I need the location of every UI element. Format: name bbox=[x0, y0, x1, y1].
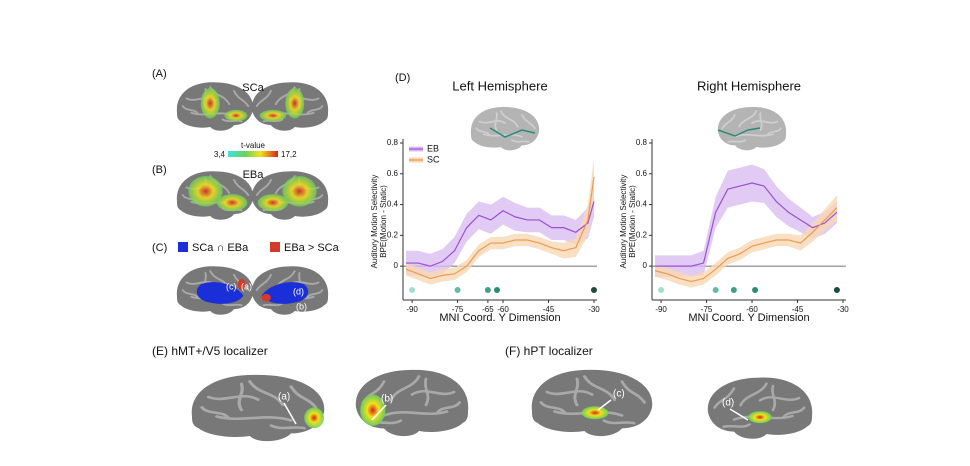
x-tick-label: -75 bbox=[701, 305, 713, 314]
peak-marker bbox=[658, 287, 665, 293]
brain-c-right bbox=[250, 265, 330, 316]
peak-marker bbox=[752, 287, 759, 293]
brain-e-left bbox=[190, 373, 326, 443]
y-tick-label: 0.4 bbox=[636, 200, 648, 209]
y-tick-label: 0.8 bbox=[387, 138, 399, 147]
roi-label: (b) bbox=[381, 394, 393, 405]
chart-title: Right Hemisphere bbox=[697, 78, 801, 93]
legend-label: EBa > SCa bbox=[284, 242, 340, 254]
confidence-band bbox=[406, 186, 594, 277]
x-axis-label: MNI Coord. Y Dimension bbox=[688, 312, 809, 324]
peak-marker bbox=[590, 287, 597, 293]
peak-marker bbox=[730, 287, 737, 293]
panel-label: (A) bbox=[152, 68, 167, 80]
colorbar-max: 17,2 bbox=[281, 150, 297, 159]
legend-label: SCa ∩ EBa bbox=[192, 242, 249, 254]
inset-path bbox=[717, 127, 761, 137]
brain-label: SCa bbox=[242, 82, 264, 94]
x-tick-label: -90 bbox=[406, 305, 418, 314]
roi-label: (c) bbox=[613, 389, 625, 400]
colorbar bbox=[228, 151, 278, 157]
peak-marker bbox=[833, 287, 840, 293]
roi-label: (a) bbox=[241, 281, 252, 291]
brain-e-right bbox=[354, 368, 470, 438]
roi-label: (b) bbox=[296, 301, 307, 311]
x-tick-label: -90 bbox=[655, 305, 667, 314]
y-axis-label: BPE(Motion - Static) bbox=[379, 185, 388, 258]
y-tick-label: 0.6 bbox=[387, 169, 399, 178]
colorbar-title: t-value bbox=[241, 141, 266, 150]
roi-label: (d) bbox=[293, 286, 304, 296]
brain-a-left bbox=[175, 81, 255, 132]
y-tick-label: 0.2 bbox=[636, 230, 648, 239]
y-tick-label: 0 bbox=[643, 261, 648, 270]
inset-path bbox=[489, 127, 536, 138]
legend-swatch bbox=[270, 242, 280, 252]
peak-marker bbox=[484, 287, 491, 293]
peak-marker bbox=[712, 287, 719, 293]
panel-label: (D) bbox=[395, 72, 410, 84]
y-tick-label: 0.2 bbox=[387, 230, 399, 239]
peak-marker bbox=[454, 287, 461, 293]
x-tick-label: -30 bbox=[588, 305, 600, 314]
roi-label: (a) bbox=[278, 392, 290, 403]
confidence-band bbox=[406, 158, 594, 285]
x-tick-label: -45 bbox=[792, 305, 804, 314]
peak-marker bbox=[409, 287, 416, 293]
series-line bbox=[654, 207, 838, 283]
inset-brain bbox=[470, 106, 540, 152]
x-tick-label: -30 bbox=[837, 305, 849, 314]
series-line bbox=[655, 182, 838, 267]
series-line bbox=[406, 201, 595, 267]
legend-label: SC bbox=[427, 154, 440, 164]
x-tick-label: -60 bbox=[497, 305, 509, 314]
roi-arrow bbox=[283, 399, 749, 425]
colorbar-min: 3,4 bbox=[214, 150, 226, 159]
panel-label: (F) hPT localizer bbox=[505, 344, 593, 358]
y-tick-label: 0.6 bbox=[636, 169, 648, 178]
y-axis-label: Auditory Motion Selectivity bbox=[619, 175, 628, 269]
brain-a-right bbox=[250, 81, 330, 132]
y-tick-label: 0.4 bbox=[387, 200, 399, 209]
x-tick-label: -75 bbox=[452, 305, 464, 314]
y-tick-label: 0 bbox=[394, 261, 399, 270]
y-axis-label: Auditory Motion Selectivity bbox=[370, 175, 379, 269]
legend-label: EB bbox=[427, 143, 439, 153]
brain-f-left bbox=[530, 368, 654, 438]
x-axis-label: MNI Coord. Y Dimension bbox=[439, 312, 560, 324]
x-tick-label: -60 bbox=[746, 305, 758, 314]
panel-label: (E) hMT+/V5 localizer bbox=[152, 344, 268, 358]
brain-b-left bbox=[175, 170, 255, 221]
roi-label: (d) bbox=[722, 398, 734, 409]
panel-label: (C) bbox=[152, 242, 167, 254]
brain-c-left bbox=[175, 265, 255, 316]
brain-b-right bbox=[250, 170, 330, 221]
peak-marker bbox=[493, 287, 500, 293]
panel-label: (B) bbox=[152, 164, 167, 176]
confidence-band bbox=[655, 195, 837, 288]
roi-label: (c) bbox=[226, 281, 237, 291]
x-tick-label: -45 bbox=[543, 305, 555, 314]
x-tick-label: -65 bbox=[482, 305, 494, 314]
brain-label: EBa bbox=[243, 169, 265, 181]
brain-f-right bbox=[706, 376, 814, 441]
chart-title: Left Hemisphere bbox=[452, 78, 547, 93]
y-tick-label: 0.8 bbox=[636, 138, 648, 147]
y-axis-label: BPE(Motion - Static) bbox=[628, 185, 637, 258]
series-line bbox=[405, 176, 595, 280]
legend-swatch bbox=[178, 242, 188, 252]
